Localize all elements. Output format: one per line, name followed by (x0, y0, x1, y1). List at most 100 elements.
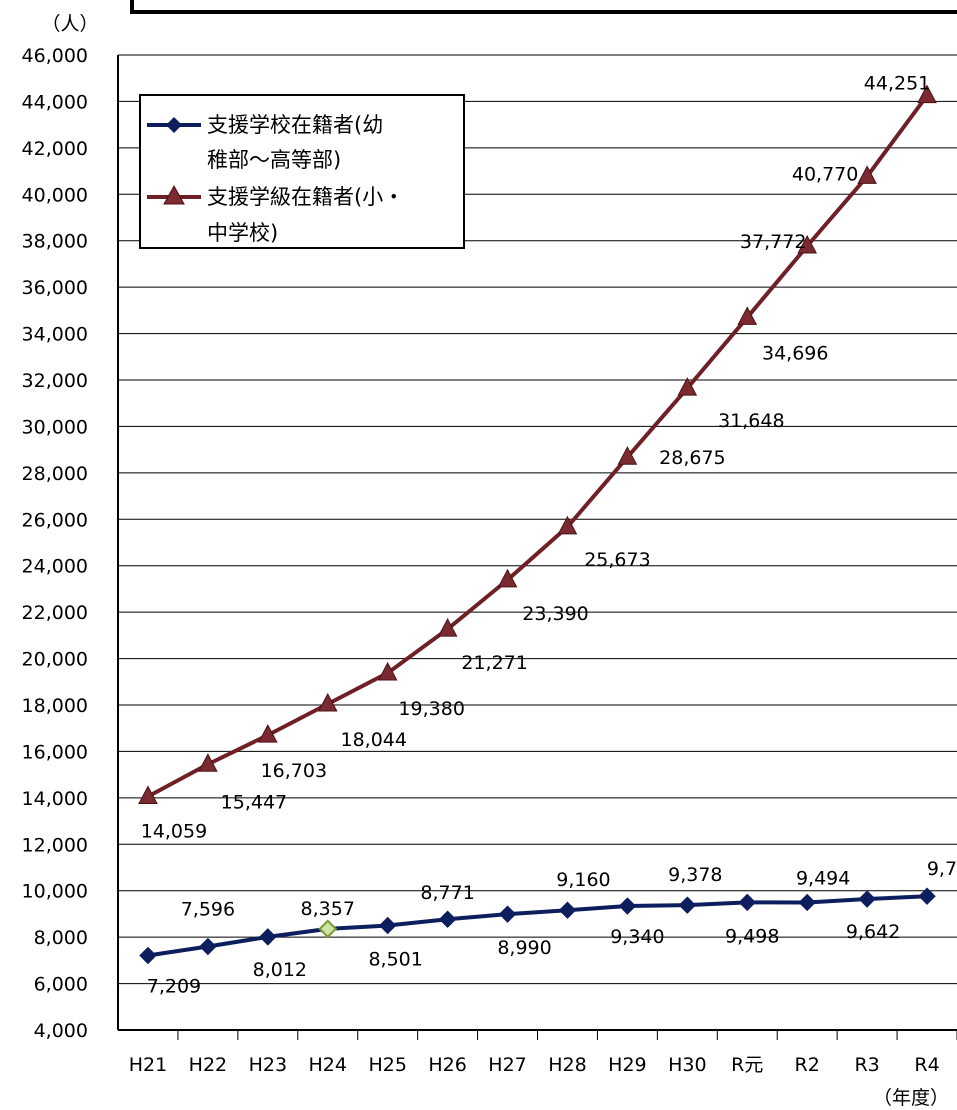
legend: 支援学校在籍者(幼 稚部～高等部) 支援学級在籍者(小・ 中学校) (139, 94, 465, 249)
class-point-H23 (257, 724, 278, 743)
y-tick-label: 8,000 (34, 927, 88, 949)
y-tick-label: 26,000 (22, 509, 88, 531)
school-value-label: 9,498 (725, 925, 779, 947)
x-tick-label: H26 (428, 1054, 466, 1076)
school-value-label: 8,357 (301, 898, 355, 920)
legend-triangle-icon (163, 184, 185, 205)
x-tick-label: H30 (668, 1054, 706, 1076)
top-frame-fragment (130, 0, 957, 14)
class-point-H26 (437, 617, 458, 637)
x-tick-label: H21 (129, 1054, 167, 1076)
y-tick-label: 44,000 (22, 91, 88, 113)
class-value-label: 34,696 (762, 342, 828, 364)
school-value-label: 9,764 (927, 858, 957, 880)
class-value-label: 18,044 (341, 729, 407, 751)
legend-box (139, 94, 465, 249)
class-point-H27 (497, 568, 518, 588)
class-point-R2 (797, 234, 818, 254)
y-tick-label: 24,000 (22, 556, 88, 578)
y-axis-unit: （人） (41, 13, 98, 35)
series-school-line (147, 894, 928, 958)
class-point-R3 (857, 165, 877, 184)
class-point-H22 (198, 753, 218, 772)
class-point-H25 (377, 661, 398, 681)
x-axis-unit: （年度） (873, 1087, 949, 1109)
class-value-label: 37,772 (740, 231, 806, 253)
school-point-R2 (798, 893, 816, 912)
school-value-label: 8,501 (368, 949, 422, 971)
school-value-label: 7,209 (147, 976, 201, 998)
class-value-label: 31,648 (718, 410, 784, 432)
class-point-H28 (557, 515, 578, 535)
y-tick-label: 36,000 (22, 277, 88, 299)
school-point-H26 (438, 910, 457, 928)
x-tick-label: H28 (548, 1054, 586, 1076)
school-value-label: 8,771 (420, 882, 474, 904)
school-point-H25 (378, 916, 397, 935)
school-point-R元 (738, 893, 756, 912)
class-point-H21 (138, 785, 158, 804)
class-point-R4 (917, 84, 937, 104)
class-value-label: 14,059 (141, 820, 207, 842)
x-tick-label: H27 (488, 1054, 526, 1076)
school-point-H21 (139, 946, 157, 965)
y-axis-ticks: 4,000 6,000 8,000 10,000 12,000 14,000 16,000 1… (22, 45, 88, 1042)
x-tick-label: H25 (368, 1054, 406, 1076)
x-tick-label: R3 (854, 1054, 879, 1076)
x-tick-label: H29 (608, 1054, 646, 1076)
class-point-H24 (317, 692, 338, 712)
x-tick-label: R元 (731, 1054, 763, 1076)
school-point-H24 (318, 919, 338, 939)
school-value-label: 9,494 (796, 867, 850, 889)
school-value-label: 9,340 (610, 926, 664, 948)
class-value-label: 16,703 (261, 760, 327, 782)
school-value-label: 7,596 (181, 899, 235, 921)
school-value-label: 9,642 (846, 921, 900, 943)
class-value-label: 44,251 (864, 73, 930, 95)
y-tick-label: 6,000 (34, 974, 88, 996)
y-tick-label: 30,000 (22, 416, 88, 438)
series-layer (138, 84, 937, 965)
legend-label-school-line1: 支援学校在籍者(幼 (207, 113, 383, 137)
school-value-label: 8,012 (253, 959, 307, 981)
school-value-label: 9,160 (556, 869, 610, 891)
class-value-label: 25,673 (584, 549, 650, 571)
legend-diamond-icon (166, 117, 182, 133)
axes (117, 55, 957, 1031)
y-tick-label: 34,000 (22, 324, 88, 346)
y-tick-label: 42,000 (22, 138, 88, 160)
y-tick-label: 16,000 (22, 741, 88, 763)
class-value-label: 15,447 (221, 791, 287, 813)
y-tick-label: 46,000 (22, 45, 88, 67)
y-tick-label: 10,000 (22, 881, 88, 903)
y-tick-label: 38,000 (22, 231, 88, 253)
class-value-label: 23,390 (522, 603, 588, 625)
y-tick-label: 32,000 (22, 370, 88, 392)
x-tick-label: H22 (189, 1054, 227, 1076)
school-point-H23 (259, 928, 277, 946)
school-point-H28 (558, 901, 577, 919)
legend-label-school-line2: 稚部～高等部) (207, 148, 341, 172)
legend-label-class-line2: 中学校) (207, 221, 278, 245)
y-tick-label: 22,000 (22, 602, 88, 624)
class-point-H29 (617, 446, 638, 465)
legend-label-class-line1: 支援学級在籍者(小・ (207, 185, 404, 209)
school-point-H27 (498, 905, 517, 923)
school-point-H30 (678, 896, 697, 914)
school-point-R4 (918, 887, 936, 905)
school-point-R3 (858, 890, 876, 908)
x-tick-label: H24 (309, 1054, 347, 1076)
class-value-label: 19,380 (398, 698, 464, 720)
x-tick-label: R2 (795, 1054, 820, 1076)
class-value-label: 40,770 (792, 163, 858, 185)
class-value-label: 28,675 (659, 447, 725, 469)
x-tick-label: H23 (249, 1054, 287, 1076)
class-point-H30 (677, 377, 698, 396)
y-tick-label: 4,000 (34, 1020, 88, 1042)
series-class-line (147, 94, 929, 799)
gridlines (118, 54, 957, 985)
y-tick-label: 18,000 (22, 695, 88, 717)
school-point-H22 (199, 937, 217, 956)
y-tick-label: 20,000 (22, 649, 88, 671)
